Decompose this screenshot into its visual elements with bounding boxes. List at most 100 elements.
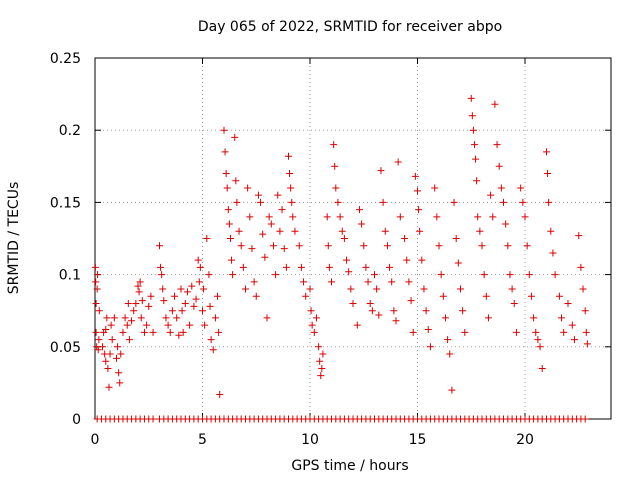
data-point [558, 314, 566, 322]
data-point [581, 307, 589, 315]
data-point [364, 278, 372, 286]
data-point [319, 350, 327, 358]
data-point [536, 343, 544, 351]
data-point [407, 297, 415, 305]
data-point [564, 299, 572, 307]
data-point [545, 198, 553, 206]
data-point [452, 235, 460, 242]
data-point [441, 314, 449, 322]
data-point [200, 285, 208, 293]
data-point [521, 213, 529, 221]
data-point [403, 256, 411, 264]
y-tick-label: 0.1 [59, 268, 81, 284]
data-point [317, 372, 325, 380]
data-point [93, 285, 101, 293]
data-point [476, 227, 484, 235]
series-zero [93, 415, 589, 423]
data-point [415, 206, 423, 214]
data-point [579, 285, 587, 293]
y-tick-label: 0.05 [50, 340, 81, 356]
data-point [381, 227, 389, 235]
data-point [194, 256, 202, 264]
data-point [195, 278, 203, 286]
data-point [135, 288, 143, 296]
data-point [467, 94, 475, 102]
data-point [439, 292, 447, 300]
data-point [581, 415, 589, 423]
data-point [349, 299, 357, 307]
data-point [162, 314, 170, 322]
data-point [306, 285, 314, 293]
data-point [495, 162, 503, 170]
data-point [232, 177, 240, 185]
data-point [140, 328, 148, 336]
series-SRMTID [91, 94, 591, 398]
data-point [206, 302, 214, 310]
data-point [242, 285, 249, 293]
data-point [469, 126, 477, 134]
data-point [555, 292, 563, 300]
data-point [525, 271, 533, 279]
data-point [530, 314, 538, 322]
data-point [506, 271, 514, 279]
data-point [310, 328, 318, 336]
data-point [272, 271, 280, 279]
data-point [474, 213, 482, 221]
data-point [345, 268, 353, 276]
data-point [239, 263, 247, 271]
data-point [502, 220, 510, 228]
data-point [431, 184, 439, 192]
data-point [105, 383, 113, 391]
axis-ticks: 0 5 10 15 20 0 0.05 0.1 0.15 0.2 0.25 [50, 51, 611, 448]
y-tick-label: 0.15 [50, 195, 81, 211]
data-point [173, 314, 181, 322]
data-point [108, 336, 116, 344]
data-point [517, 184, 525, 192]
data-point [157, 263, 165, 271]
data-point [237, 242, 245, 250]
data-point [102, 357, 110, 365]
data-point [295, 242, 303, 250]
data-point [289, 213, 297, 221]
data-point [459, 307, 467, 315]
data-point [94, 346, 102, 354]
data-point [487, 191, 495, 199]
data-point [504, 242, 512, 250]
data-point [259, 230, 267, 238]
x-tick-label: 20 [516, 432, 534, 448]
data-point [386, 263, 394, 271]
data-point [446, 350, 454, 358]
data-point [409, 328, 417, 336]
data-point [99, 343, 107, 351]
data-point [221, 148, 229, 156]
data-point [183, 288, 191, 296]
data-point [420, 285, 428, 293]
data-point [244, 184, 252, 192]
data-point [175, 331, 183, 339]
data-point [137, 314, 145, 322]
data-point [224, 206, 232, 214]
data-point [265, 213, 273, 221]
data-point [543, 148, 550, 156]
data-point [325, 263, 333, 271]
data-point [358, 220, 366, 228]
data-point [288, 198, 296, 206]
data-point [177, 285, 185, 293]
data-point [375, 311, 383, 319]
data-point [523, 242, 531, 250]
data-point [286, 170, 294, 178]
data-point [250, 278, 258, 286]
data-point [216, 390, 224, 398]
data-point [147, 292, 155, 300]
data-point [336, 213, 344, 221]
data-point [164, 321, 172, 329]
data-point [582, 328, 590, 336]
data-point [282, 263, 290, 271]
data-point [497, 184, 505, 192]
data-point [307, 307, 315, 315]
data-point [280, 245, 288, 253]
data-point [544, 170, 552, 178]
x-axis-label: GPS time / hours [291, 458, 408, 474]
data-point [179, 328, 187, 336]
data-point [577, 263, 585, 271]
